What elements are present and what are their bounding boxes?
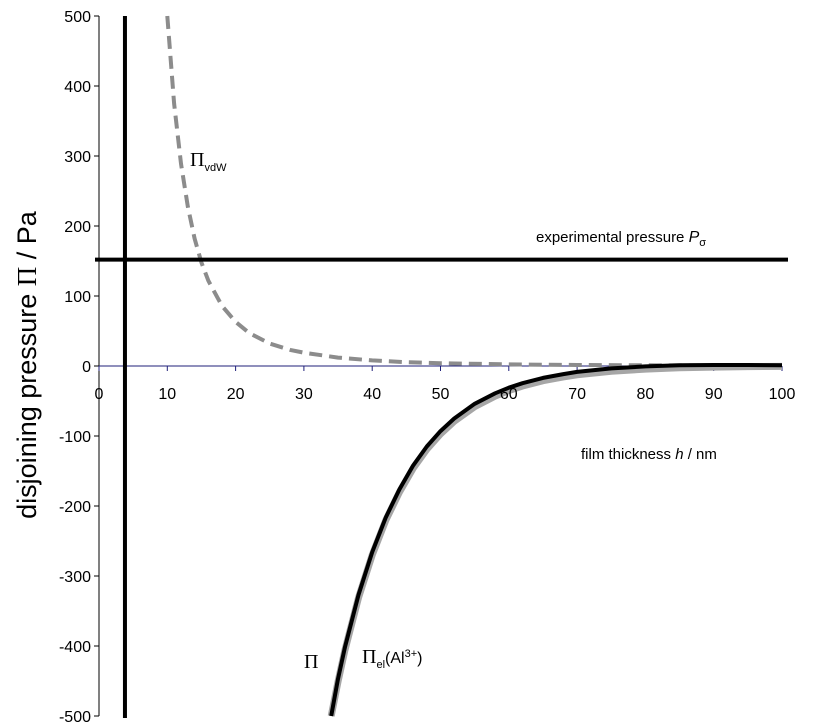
x-tick-label: 70 [568, 386, 586, 403]
series-label-total: Π [304, 651, 318, 673]
series-vdw-line [165, 15, 783, 368]
x-tick-label: 20 [227, 386, 245, 403]
y-tick-label: -200 [59, 499, 91, 516]
series-label-vdw: ΠvdW [190, 149, 227, 174]
x-tick-label: 60 [500, 386, 518, 403]
experimental-pressure-label: experimental pressure Pσ [536, 229, 706, 249]
y-tick-label: 400 [64, 79, 91, 96]
x-tick-label: 10 [158, 386, 176, 403]
x-tick-label: 40 [363, 386, 381, 403]
y-tick-label: -300 [59, 569, 91, 586]
x-axis-title: film thickness h / nm [581, 446, 717, 463]
series-total-line [329, 363, 783, 717]
x-tick-label: 0 [95, 386, 104, 403]
x-tick-label: 50 [432, 386, 450, 403]
y-tick-label: 200 [64, 219, 91, 236]
y-tick-label: 300 [64, 149, 91, 166]
y-tick-label: -100 [59, 429, 91, 446]
y-tick-label: 500 [64, 9, 91, 26]
y-tick-label: 0 [82, 359, 91, 376]
x-tick-label: 80 [637, 386, 655, 403]
x-tick-label: 30 [295, 386, 313, 403]
y-tick-label: 100 [64, 289, 91, 306]
series-layer [165, 15, 783, 717]
y-tick-label: -400 [59, 639, 91, 656]
y-tick-label: -500 [59, 709, 91, 726]
x-tick-label: 100 [769, 386, 796, 403]
reference-lines [95, 16, 788, 718]
tick-labels: 500 400 300 200 100 0 -100 -200 -300 -400 -500 0 10 2… [59, 9, 795, 726]
y-axis-title: disjoining pressure Π / Pa [12, 210, 42, 519]
series-label-el: Πel(Al3+) [362, 646, 422, 671]
x-tick-label: 90 [705, 386, 723, 403]
